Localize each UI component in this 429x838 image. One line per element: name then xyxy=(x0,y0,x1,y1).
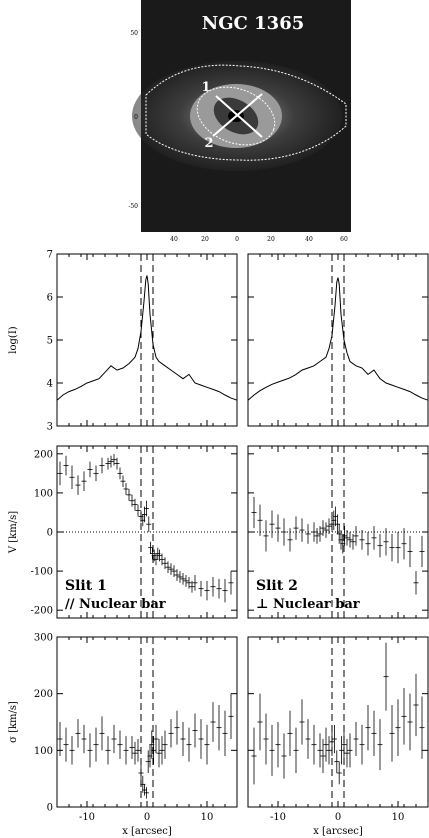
y-tick-label: 5 xyxy=(47,336,53,347)
intensity-profile-line xyxy=(56,275,238,401)
x-tick-label: 0 xyxy=(335,812,341,823)
y-tick-label: 6 xyxy=(47,293,53,304)
x-tick-label: -10 xyxy=(270,812,286,823)
log_intensity-panel-2 xyxy=(247,253,429,427)
slit-orientation-label: // Nuclear bar xyxy=(65,597,166,612)
image-x-tick: 40 xyxy=(305,236,313,243)
slit-label: Slit 2 xyxy=(256,578,298,594)
y-tick-label: 200 xyxy=(34,689,53,700)
x-axis-label: x [arcsec] xyxy=(122,826,172,837)
dispersion-panel-1: 0 100 200 300 σ [km/s] -10 0 10 x [arcsec] xyxy=(8,633,238,837)
x-tick-label: 10 xyxy=(201,812,214,823)
x-tick-label: -10 xyxy=(79,812,95,823)
y-tick-label: 200 xyxy=(34,449,53,460)
x-axis-label: x [arcsec] xyxy=(313,826,363,837)
plot-frame xyxy=(56,636,238,808)
intensity-profile-line xyxy=(247,277,429,401)
y-tick-label: -200 xyxy=(31,606,53,617)
y-tick-label: 0 xyxy=(47,528,53,539)
y-tick-label: -100 xyxy=(31,567,53,578)
dispersion-panel-2: -10 0 10 x [arcsec] xyxy=(247,636,429,837)
y-tick-label: 300 xyxy=(34,633,53,644)
slit-2-label: 2 xyxy=(204,136,213,151)
y-tick-label: 0 xyxy=(47,803,53,814)
image-x-tick: 20 xyxy=(201,236,209,243)
galaxy-outer-isophote xyxy=(145,64,347,161)
y-tick-label: 4 xyxy=(47,379,53,390)
image-y-tick: -50 xyxy=(128,203,138,210)
galaxy-image-panel: NGC 1365 1 2 50 0 -50 40 20 0 20 40 60 xyxy=(128,0,351,243)
image-y-tick: 50 xyxy=(130,30,138,37)
x-tick-label: 10 xyxy=(392,812,405,823)
image-x-tick: 60 xyxy=(340,236,348,243)
y-axis-label: V [km/s] xyxy=(8,511,19,554)
y-tick-label: 7 xyxy=(47,250,53,261)
y-tick-label: 100 xyxy=(34,746,53,757)
y-tick-label: 3 xyxy=(47,422,53,433)
image-x-tick: 0 xyxy=(235,236,239,243)
image-y-tick: 0 xyxy=(134,114,138,121)
velocity-panel-1: -200 -100 0 100 200 V [km/s] Slit 1 // Nuclear … xyxy=(8,445,238,619)
slit-orientation-label: ⊥ Nuclear bar xyxy=(256,597,360,612)
log_intensity-panel-1: 3 4 5 6 7 log(I) xyxy=(8,250,238,433)
y-axis-label: log(I) xyxy=(8,326,19,353)
image-x-tick: 20 xyxy=(267,236,275,243)
slit-1-label: 1 xyxy=(201,80,210,95)
galaxy-title: NGC 1365 xyxy=(202,13,305,34)
slit-label: Slit 1 xyxy=(65,578,107,594)
y-axis-label: σ [km/s] xyxy=(8,701,19,743)
slit-2-line xyxy=(212,93,263,137)
slit-1-line xyxy=(215,95,263,138)
plot-frame xyxy=(247,636,429,808)
velocity-panel-2: Slit 2 ⊥ Nuclear bar xyxy=(247,445,429,619)
image-x-tick: 40 xyxy=(170,236,178,243)
plot-frame xyxy=(56,253,238,427)
y-tick-label: 100 xyxy=(34,488,53,499)
x-tick-label: 0 xyxy=(144,812,150,823)
